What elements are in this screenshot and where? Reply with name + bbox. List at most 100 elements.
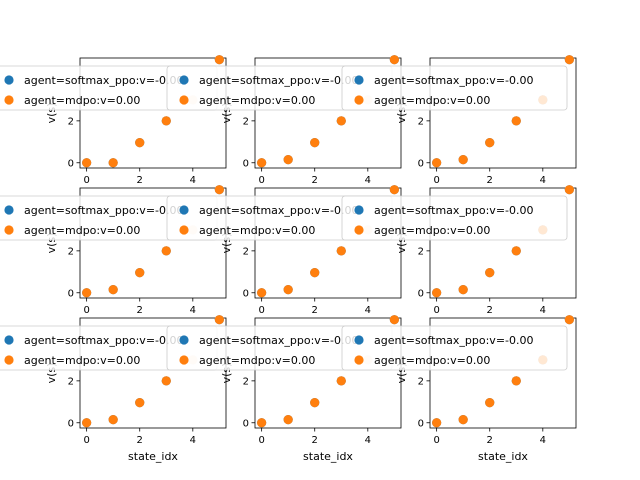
y-tick-label: 0 (418, 418, 424, 429)
data-points (82, 185, 224, 298)
x-tick-label: 2 (137, 305, 143, 316)
x-tick-label: 4 (365, 305, 371, 316)
legend-box (341, 65, 568, 111)
y-tick-label: 0 (243, 418, 249, 429)
legend-marker (4, 355, 14, 365)
point-mdpo (389, 55, 399, 65)
point-mdpo (310, 398, 320, 408)
x-tick-label: 0 (83, 175, 89, 186)
x-tick-label: 0 (83, 305, 89, 316)
legend-label: agent=mdpo:v=0.00 (24, 94, 140, 107)
legend-label: agent=softmax_ppo:v=-0.00 (374, 204, 534, 217)
point-mdpo (161, 246, 171, 256)
legend-label: agent=mdpo:v=0.00 (199, 224, 315, 237)
legend-label: agent=softmax_ppo:v=-0.00 (199, 204, 359, 217)
point-mdpo (511, 116, 521, 126)
x-tick-label: 0 (83, 435, 89, 446)
y-tick-label: 2 (243, 376, 249, 387)
x-tick-label: 4 (190, 175, 196, 186)
y-tick-label: 2 (243, 246, 249, 257)
y-tick-label: 2 (243, 116, 249, 127)
legend-label: agent=mdpo:v=0.00 (374, 224, 490, 237)
point-mdpo (336, 246, 346, 256)
legend-label: agent=mdpo:v=0.00 (24, 354, 140, 367)
point-mdpo (82, 418, 92, 428)
legend: agent=softmax_ppo:v=-0.00 agent=mdpo:v=0.… (341, 325, 568, 371)
y-tick-label: 2 (418, 246, 424, 257)
point-mdpo (283, 155, 293, 165)
point-mdpo (82, 288, 92, 298)
x-tick-label: 0 (258, 175, 264, 186)
x-tick-label: 2 (137, 175, 143, 186)
legend-marker (179, 75, 189, 85)
legend-marker (4, 75, 14, 85)
x-tick-label: 0 (258, 305, 264, 316)
point-mdpo (108, 285, 118, 295)
legend-label: agent=mdpo:v=0.00 (374, 94, 490, 107)
y-tick-label: 2 (418, 116, 424, 127)
legend-label: agent=softmax_ppo:v=-0.00 (374, 334, 534, 347)
x-tick-label: 2 (487, 435, 493, 446)
point-mdpo (485, 398, 495, 408)
point-mdpo (161, 376, 171, 386)
point-mdpo (310, 268, 320, 278)
x-tick-label: 2 (487, 175, 493, 186)
point-mdpo (511, 246, 521, 256)
x-tick-label: 2 (487, 305, 493, 316)
point-mdpo (564, 315, 574, 325)
point-mdpo (485, 138, 495, 148)
x-tick-label: 4 (540, 435, 546, 446)
legend-marker (354, 335, 364, 345)
point-mdpo (564, 185, 574, 195)
x-tick-label: 0 (433, 175, 439, 186)
point-mdpo (432, 288, 442, 298)
y-tick-label: 0 (68, 418, 74, 429)
x-tick-label: 4 (190, 435, 196, 446)
point-mdpo (336, 116, 346, 126)
x-tick-label: 4 (190, 305, 196, 316)
point-mdpo (214, 55, 224, 65)
x-tick-label: 0 (433, 435, 439, 446)
legend: agent=softmax_ppo:v=-0.00 agent=mdpo:v=0.… (0, 325, 218, 371)
y-tick-label: 0 (243, 288, 249, 299)
x-tick-label: 0 (258, 435, 264, 446)
point-mdpo (310, 138, 320, 148)
y-tick-label: 0 (68, 288, 74, 299)
y-tick-label: 0 (68, 158, 74, 169)
point-mdpo (485, 268, 495, 278)
data-points (257, 315, 399, 428)
point-mdpo (432, 418, 442, 428)
legend-label: agent=softmax_ppo:v=-0.00 (199, 74, 359, 87)
legend-box (341, 195, 568, 241)
x-tick-label: 4 (540, 305, 546, 316)
legend-marker (354, 225, 364, 235)
point-mdpo (214, 315, 224, 325)
legend-label: agent=mdpo:v=0.00 (24, 224, 140, 237)
legend-marker (4, 335, 14, 345)
point-mdpo (283, 285, 293, 295)
point-mdpo (458, 285, 468, 295)
legend-marker (179, 225, 189, 235)
legend-marker (179, 335, 189, 345)
point-mdpo (257, 158, 267, 168)
legend-label: agent=softmax_ppo:v=-0.00 (374, 74, 534, 87)
legend-label: agent=mdpo:v=0.00 (199, 94, 315, 107)
legend-marker (179, 205, 189, 215)
y-tick-label: 2 (68, 246, 74, 257)
legend: agent=softmax_ppo:v=-0.00 agent=mdpo:v=0.… (0, 65, 218, 111)
x-tick-label: 2 (312, 305, 318, 316)
y-tick-label: 2 (418, 376, 424, 387)
y-tick-label: 2 (68, 376, 74, 387)
x-tick-label: 4 (365, 435, 371, 446)
point-mdpo (82, 158, 92, 168)
legend: agent=softmax_ppo:v=-0.00 agent=mdpo:v=0.… (0, 195, 218, 241)
legend: agent=softmax_ppo:v=-0.00 agent=mdpo:v=0.… (341, 195, 568, 241)
point-mdpo (511, 376, 521, 386)
x-tick-label: 0 (433, 305, 439, 316)
legend-marker (354, 95, 364, 105)
legend-marker (4, 205, 14, 215)
x-tick-label: 4 (540, 175, 546, 186)
point-mdpo (257, 288, 267, 298)
point-mdpo (135, 398, 145, 408)
